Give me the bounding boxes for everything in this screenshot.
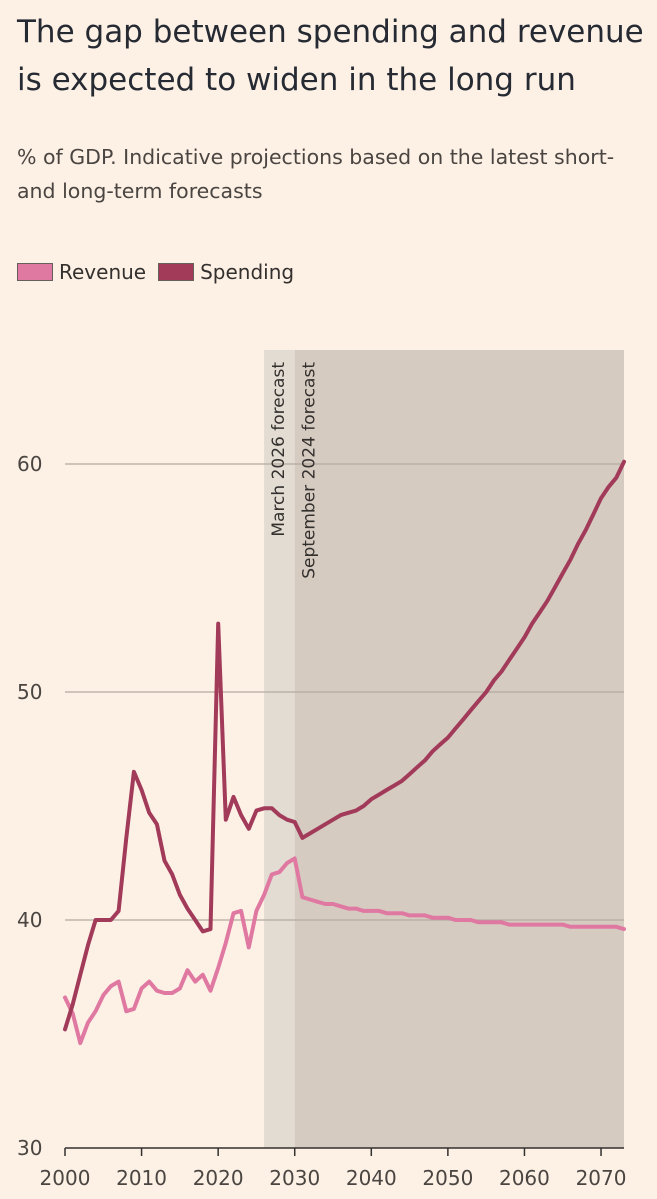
x-tick-label: 2040 (346, 1166, 397, 1190)
x-tick-label: 2000 (40, 1166, 91, 1190)
forecast-region-0 (264, 350, 295, 1148)
series-line-revenue (63, 856, 626, 1046)
forecast-label-1: September 2024 forecast (300, 362, 320, 579)
legend-item-spending: Spending (158, 260, 294, 284)
legend-label-revenue: Revenue (59, 260, 147, 284)
x-tick-label: 2020 (193, 1166, 244, 1190)
legend-swatch-revenue (17, 263, 53, 281)
legend-label-spending: Spending (200, 260, 295, 284)
y-tick-label: 40 (17, 908, 42, 932)
chart-subtitle: % of GDP. Indicative projections based o… (17, 145, 615, 203)
x-tick-label: 2010 (116, 1166, 167, 1190)
x-tick-label: 2030 (269, 1166, 320, 1190)
y-tick-label: 60 (17, 452, 42, 476)
x-tick-label: 2060 (499, 1166, 550, 1190)
x-tick-label: 2050 (422, 1166, 473, 1190)
series-line-spending (63, 459, 626, 1032)
x-tick-label: 2070 (576, 1166, 627, 1190)
y-tick-label: 30 (17, 1136, 42, 1160)
chart-title: The gap between spending and revenue is … (17, 14, 644, 98)
forecast-label-0: March 2026 forecast (269, 362, 289, 537)
y-tick-label: 50 (17, 680, 42, 704)
legend: Revenue Spending (17, 260, 306, 284)
legend-item-revenue: Revenue (17, 260, 146, 284)
legend-swatch-spending (158, 263, 195, 281)
forecast-region-1 (294, 350, 624, 1148)
